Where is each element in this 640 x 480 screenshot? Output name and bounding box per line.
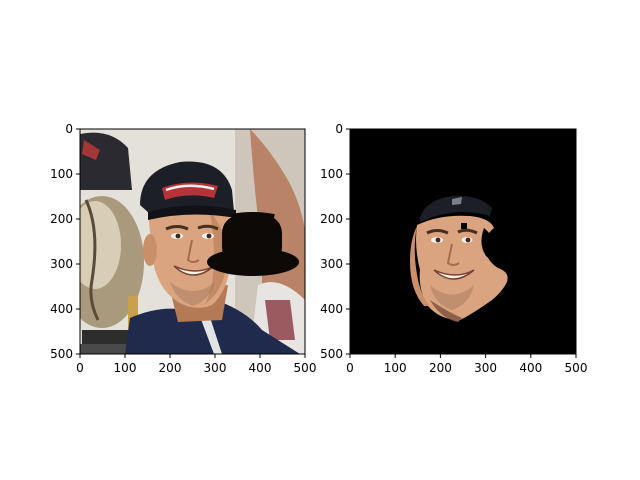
- right-y-tick-label: 100: [320, 167, 343, 181]
- left-y-tick-label: 500: [50, 347, 73, 361]
- left-x-axis: 0 100 200 300 400 500: [76, 354, 316, 375]
- left-y-tick-label: 200: [50, 212, 73, 226]
- left-axes-frame: [79, 128, 306, 355]
- right-segmented-face: [410, 195, 508, 322]
- left-x-tick-label: 500: [294, 361, 317, 375]
- right-x-tick-label: 500: [565, 361, 588, 375]
- right-x-axis: 0 100 200 300 400 500: [346, 354, 587, 375]
- left-x-tick-label: 400: [249, 361, 272, 375]
- right-y-tick-label: 200: [320, 212, 343, 226]
- right-y-tick-label: 400: [320, 302, 343, 316]
- left-x-tick-label: 200: [159, 361, 182, 375]
- left-x-tick-label: 0: [76, 361, 84, 375]
- right-image-panel: [349, 128, 577, 355]
- right-x-tick-label: 200: [429, 361, 452, 375]
- right-x-tick-label: 100: [384, 361, 407, 375]
- left-image-panel: [79, 128, 306, 355]
- right-y-tick-label: 0: [335, 122, 343, 136]
- left-y-axis: 0 100 200 300 400 500: [50, 122, 80, 361]
- right-x-tick-label: 400: [519, 361, 542, 375]
- left-y-tick-label: 0: [65, 122, 73, 136]
- hat-overlay: [207, 212, 299, 276]
- right-axes-frame: [349, 128, 577, 355]
- right-y-tick-label: 300: [320, 257, 343, 271]
- right-y-axis: 0 100 200 300 400 500: [320, 122, 350, 361]
- right-y-tick-label: 500: [320, 347, 343, 361]
- right-x-tick-label: 0: [346, 361, 354, 375]
- left-x-tick-label: 300: [204, 361, 227, 375]
- left-y-tick-label: 100: [50, 167, 73, 181]
- left-y-tick-label: 300: [50, 257, 73, 271]
- right-x-tick-label: 300: [474, 361, 497, 375]
- left-x-tick-label: 100: [114, 361, 137, 375]
- left-y-tick-label: 400: [50, 302, 73, 316]
- left-photo: [80, 129, 305, 354]
